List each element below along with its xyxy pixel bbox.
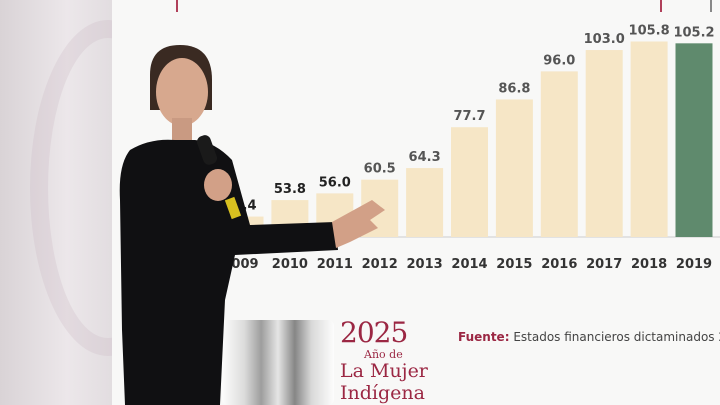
year-label-2014: 2014	[451, 257, 487, 272]
face	[156, 58, 208, 126]
year-label-2011: 2011	[317, 257, 353, 272]
microphone	[196, 135, 218, 165]
logo-line-1: Año de	[364, 348, 403, 361]
neck	[172, 118, 192, 143]
logo-year: 2025	[340, 316, 408, 349]
mic-handle	[224, 196, 242, 220]
year-label-2016: 2016	[541, 257, 577, 272]
logo-line-2: La Mujer	[340, 360, 428, 382]
year-label-2015: 2015	[496, 257, 532, 272]
bar-chart: 8.400953.8201056.0201160.5201264.3201377…	[226, 23, 720, 272]
black-blazer	[119, 139, 338, 405]
bar-2013	[406, 168, 444, 237]
bar-2018	[630, 41, 668, 238]
year-label-2013: 2013	[407, 257, 443, 272]
presenter	[119, 45, 385, 405]
year-label-2019: 2019	[676, 257, 712, 272]
value-label-2016: 96.0	[543, 53, 575, 68]
source-note: Fuente: Estados financieros dictaminados…	[458, 330, 720, 344]
source-label: Fuente:	[458, 330, 510, 344]
value-label-2012: 60.5	[364, 162, 396, 177]
hand	[332, 200, 385, 248]
value-label-2013: 64.3	[409, 150, 441, 165]
bar-2019	[675, 43, 713, 238]
slide-footer: 2025 Año de La Mujer Indígena Fuente: Es…	[222, 316, 720, 405]
marker-line	[710, 0, 712, 12]
bar-2015	[495, 99, 533, 237]
bar-2016	[540, 71, 578, 237]
value-label-2011: 56.0	[319, 175, 351, 190]
value-label-2010: 53.8	[274, 182, 306, 197]
arrow-marker	[660, 0, 662, 12]
year-label-2010: 2010	[272, 257, 308, 272]
value-label-2014: 77.7	[453, 109, 485, 124]
year-label-2017: 2017	[586, 257, 622, 272]
year-label-2012: 2012	[362, 257, 398, 272]
bar-2017	[585, 50, 623, 237]
marker-line	[176, 0, 178, 12]
value-label-2015: 86.8	[498, 81, 530, 96]
value-label-2018: 105.8	[629, 23, 670, 38]
bar-2014	[451, 127, 488, 237]
year-label-2009: 009	[231, 257, 258, 272]
value-label-2017: 103.0	[584, 32, 625, 47]
value-label-2019: 105.2	[673, 25, 714, 40]
logo-illustration	[222, 320, 334, 405]
hand-holding-mic	[204, 169, 232, 201]
logo-line-3: Indígena	[340, 382, 425, 404]
source-text: Estados financieros dictaminados 200	[513, 330, 720, 344]
year-label-2018: 2018	[631, 257, 667, 272]
